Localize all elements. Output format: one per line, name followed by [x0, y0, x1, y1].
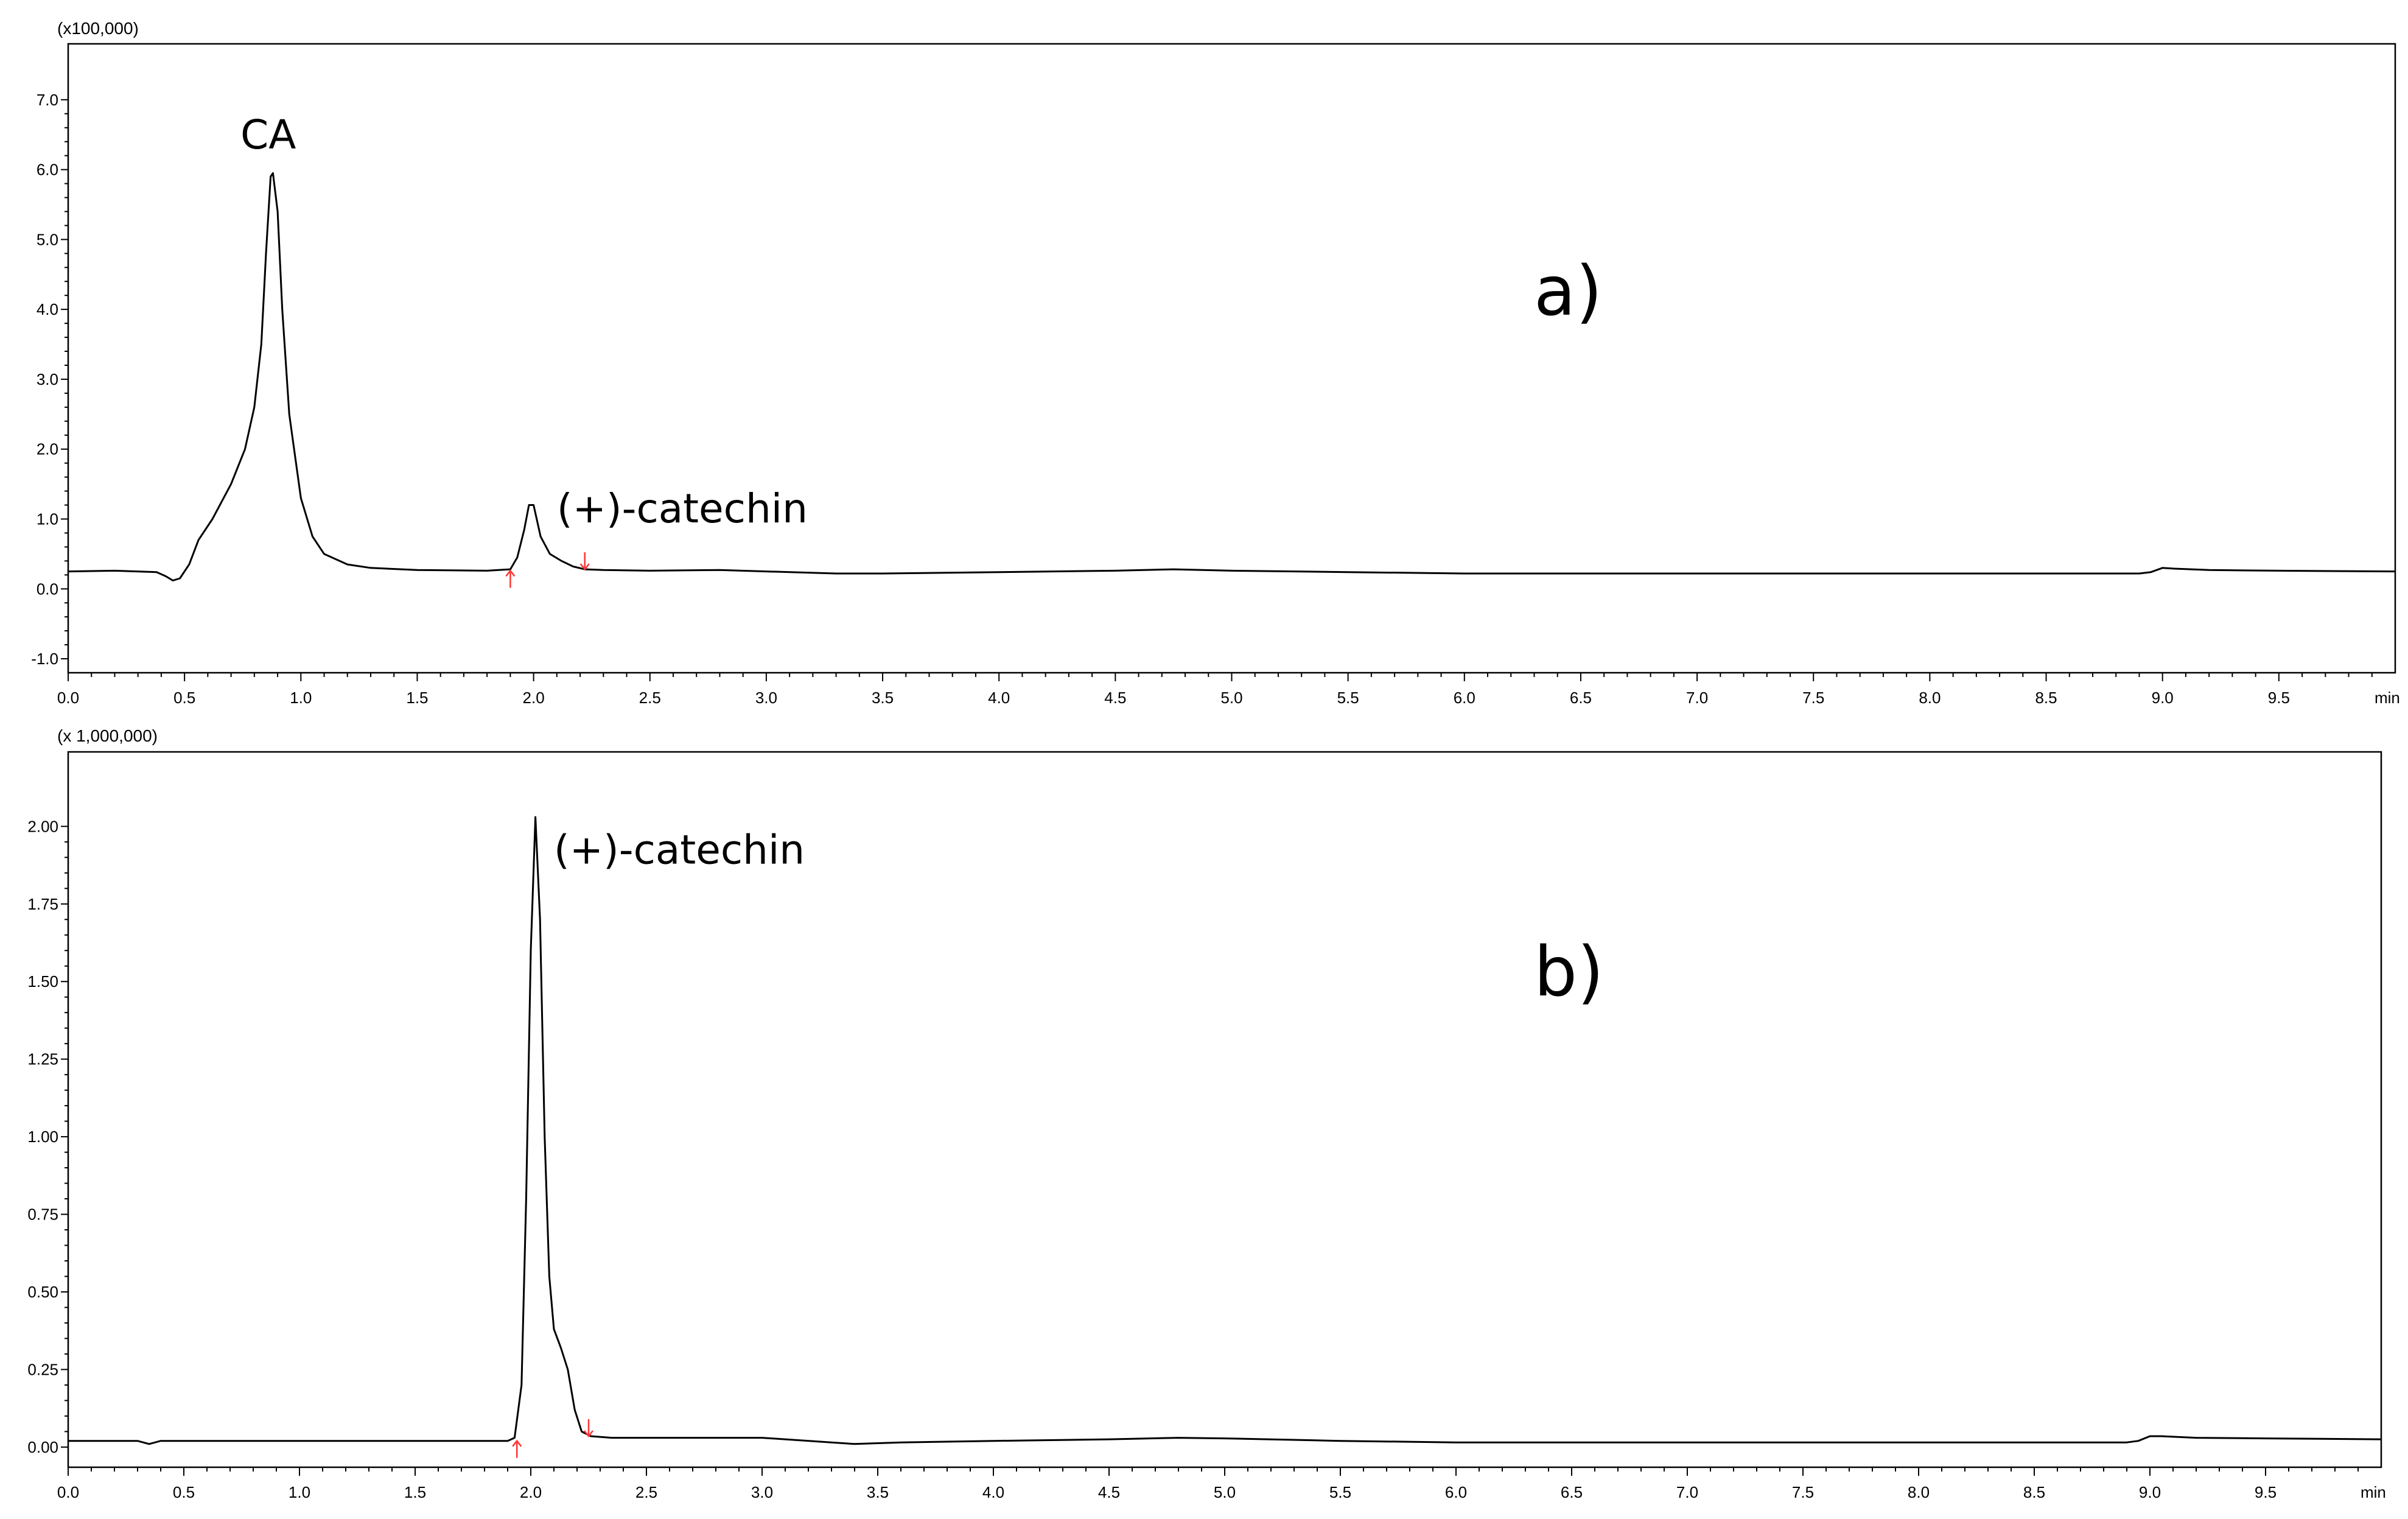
x-tick-label-b: 3.5: [867, 1483, 889, 1501]
x-tick-label-b: 6.5: [1561, 1483, 1583, 1501]
x-tick-label-b: 4.5: [1098, 1483, 1120, 1501]
x-tick-label-a: 6.0: [1454, 689, 1475, 707]
x-tick-label-b: 4.0: [982, 1483, 1004, 1501]
x-tick-label-a: 0.5: [173, 689, 195, 707]
chromatogram-trace-a: [68, 172, 2396, 581]
x-tick-label-b: 1.0: [289, 1483, 310, 1501]
y-tick-label-a: 0.0: [37, 580, 58, 598]
x-unit-label-a: min: [2375, 689, 2400, 707]
x-tick-label-b: 6.0: [1445, 1483, 1467, 1501]
x-tick-label-b: 1.5: [404, 1483, 426, 1501]
y-tick-label-a: 3.0: [37, 370, 58, 388]
peak-annotation: (+)-catechin: [554, 827, 805, 874]
peak-annotation: CA: [240, 111, 296, 158]
y-scale-label-b: (x 1,000,000): [57, 726, 158, 745]
x-tick-label-b: 3.0: [751, 1483, 773, 1501]
peak-annotation: (+)-catechin: [557, 485, 808, 532]
x-tick-label-b: 0.0: [57, 1483, 79, 1501]
y-tick-label-a: 7.0: [37, 91, 58, 109]
x-tick-label-a: 5.5: [1337, 689, 1359, 707]
y-tick-label-b: 2.00: [27, 817, 58, 835]
x-tick-label-a: 7.5: [1802, 689, 1824, 707]
y-tick-label-b: 1.00: [27, 1128, 58, 1146]
y-tick-label-a: 5.0: [37, 230, 58, 248]
peak-end-marker-icon: [579, 552, 590, 571]
plot-frame-a: [67, 43, 2396, 674]
peak-start-marker-icon: [505, 569, 516, 588]
peak-start-marker-icon: [512, 1439, 522, 1458]
x-tick-label-a: 3.0: [755, 689, 777, 707]
x-tick-label-a: 6.5: [1570, 689, 1592, 707]
x-tick-label-b: 0.5: [173, 1483, 195, 1501]
plot-frame-b: [67, 751, 2382, 1468]
x-tick-label-a: 7.0: [1686, 689, 1708, 707]
x-tick-label-b: 7.0: [1676, 1483, 1698, 1501]
x-tick-label-a: 2.0: [523, 689, 545, 707]
x-tick-label-a: 4.5: [1104, 689, 1126, 707]
x-tick-label-a: 5.0: [1220, 689, 1242, 707]
y-tick-label-b: 1.25: [27, 1050, 58, 1068]
y-tick-label-a: 4.0: [37, 300, 58, 318]
x-unit-label-b: min: [2361, 1483, 2386, 1501]
panel-label-b: b): [1534, 933, 1604, 1012]
y-tick-label-a: 6.0: [37, 161, 58, 179]
y-tick-label-b: 0.75: [27, 1205, 58, 1224]
x-tick-label-a: 8.5: [2035, 689, 2057, 707]
x-tick-label-b: 8.0: [1908, 1483, 1930, 1501]
chart-panel-b: (x 1,000,000) 0.00 0.25 0.50 0.75 1.00 1.25 1.5…: [27, 726, 2386, 1501]
chromatogram-trace-b: [68, 816, 2382, 1445]
x-tick-label-b: 2.5: [635, 1483, 657, 1501]
x-tick-label-b: 5.0: [1214, 1483, 1236, 1501]
y-tick-label-b: 0.00: [27, 1438, 58, 1456]
x-tick-label-b: 8.5: [2023, 1483, 2045, 1501]
x-tick-label-a: 4.0: [988, 689, 1010, 707]
y-tick-label-b: 0.25: [27, 1360, 58, 1378]
x-tick-label-a: 3.5: [872, 689, 894, 707]
x-tick-label-b: 9.0: [2139, 1483, 2161, 1501]
y-tick-label-a: 1.0: [37, 510, 58, 528]
x-tick-label-a: 1.0: [290, 689, 312, 707]
y-tick-label-b: 1.50: [27, 972, 58, 991]
x-tick-label-a: 8.0: [1919, 689, 1941, 707]
y-tick-label-b: 1.75: [27, 895, 58, 913]
chart-panel-a: (x100,000) -1.0 0.0 1.0 2.0 3.0 4.0 5.0 6.0 7.0 0.…: [31, 19, 2400, 707]
y-tick-label-b: 0.50: [27, 1283, 58, 1301]
y-tick-label-a: -1.0: [31, 650, 58, 668]
x-tick-label-a: 9.5: [2268, 689, 2290, 707]
x-tick-label-a: 2.5: [639, 689, 661, 707]
y-tick-label-a: 2.0: [37, 440, 58, 458]
peak-end-marker-icon: [584, 1419, 593, 1438]
x-tick-label-b: 7.5: [1792, 1483, 1814, 1501]
panel-label-a: a): [1534, 252, 1602, 331]
x-tick-label-b: 9.5: [2255, 1483, 2277, 1501]
x-tick-label-a: 1.5: [406, 689, 428, 707]
x-tick-label-b: 5.5: [1329, 1483, 1351, 1501]
x-tick-label-b: 2.0: [520, 1483, 542, 1501]
x-tick-label-a: 9.0: [2152, 689, 2174, 707]
y-scale-label-a: (x100,000): [57, 19, 139, 38]
x-tick-label-a: 0.0: [57, 689, 79, 707]
